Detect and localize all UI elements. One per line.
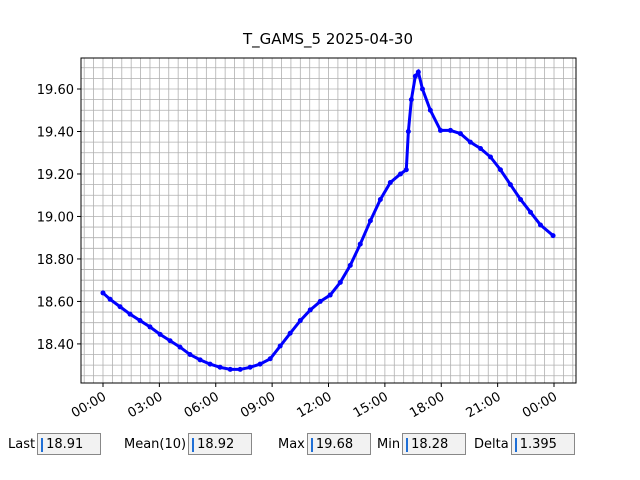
data-point: [207, 361, 213, 367]
data-point: [337, 279, 343, 285]
chart: T_GAMS_5 2025-04-30 00:00 03:00 06:00 09:00…: [37, 30, 577, 421]
data-point: [117, 304, 123, 310]
data-point: [257, 361, 263, 367]
data-point: [387, 179, 393, 185]
data-point: [478, 145, 484, 151]
data-point: [217, 364, 223, 370]
data-point: [127, 311, 133, 317]
data-point: [412, 73, 418, 79]
y-tick-label: 18.60: [37, 295, 74, 310]
data-point: [237, 366, 243, 372]
x-tick-label: 00:00: [520, 389, 560, 421]
data-point: [550, 233, 556, 239]
data-point: [137, 318, 143, 324]
y-tick-label: 19.60: [37, 83, 74, 98]
x-tick-label: 03:00: [125, 389, 165, 421]
x-tick-label: 21:00: [464, 389, 504, 421]
status-label: Last: [8, 436, 36, 452]
data-point: [157, 331, 163, 337]
data-point: [367, 218, 373, 224]
y-tick-label: 19.20: [37, 168, 74, 183]
status-value: 18.91: [37, 433, 102, 455]
data-point: [297, 318, 303, 324]
status-min: Min 18.28: [377, 432, 467, 456]
y-tick-label: 19.00: [37, 210, 74, 225]
y-tick-label: 19.40: [37, 125, 74, 140]
x-tick-label: 18:00: [407, 389, 447, 421]
status-bar: Last 18.91 Mean(10) 18.92 Max 19.68 Min 18.2…: [0, 432, 640, 458]
data-point: [267, 356, 273, 362]
data-point: [467, 139, 473, 145]
data-point: [438, 127, 444, 133]
data-point: [357, 241, 363, 247]
data-point: [167, 338, 173, 344]
data-point: [528, 209, 534, 215]
status-mean: Mean(10) 18.92: [124, 432, 253, 456]
data-point: [107, 296, 113, 302]
status-label: Delta: [474, 436, 509, 452]
data-point: [537, 222, 543, 228]
status-value: 18.28: [402, 433, 467, 455]
status-delta: Delta 1.395: [474, 432, 575, 456]
data-point: [247, 364, 253, 370]
x-tick-label: 06:00: [182, 389, 222, 421]
x-tick-label: 00:00: [69, 389, 109, 421]
data-line: [101, 68, 555, 371]
data-point: [177, 344, 183, 350]
data-point: [518, 196, 524, 202]
data-point: [347, 262, 353, 268]
x-tick-label: 09:00: [238, 389, 278, 421]
data-point: [408, 97, 414, 103]
data-point: [197, 357, 203, 363]
status-last: Last 18.91: [8, 432, 102, 456]
status-label: Mean(10): [124, 436, 187, 452]
data-point: [287, 330, 293, 336]
data-point: [487, 154, 493, 160]
data-point: [447, 127, 453, 133]
y-tick-label: 18.40: [37, 338, 74, 353]
data-point: [377, 196, 383, 202]
data-point: [403, 167, 409, 173]
plot-frame: [80, 57, 577, 384]
data-point: [307, 307, 313, 313]
data-point: [405, 128, 411, 134]
data-point: [397, 171, 403, 177]
chart-title: T_GAMS_5 2025-04-30: [242, 30, 413, 49]
data-point: [497, 167, 503, 173]
data-point: [427, 107, 433, 113]
status-label: Max: [278, 436, 305, 452]
x-tick-label: 12:00: [295, 389, 335, 421]
data-point: [277, 343, 283, 349]
status-value: 1.395: [510, 433, 575, 455]
data-point: [457, 131, 463, 137]
data-point: [327, 292, 333, 298]
data-point: [227, 366, 233, 372]
status-max: Max 19.68: [278, 432, 371, 456]
data-point: [147, 324, 153, 330]
data-point: [100, 290, 106, 296]
status-value: 18.92: [188, 433, 253, 455]
x-tick-label: 15:00: [351, 389, 391, 421]
status-label: Min: [377, 436, 401, 452]
data-point: [317, 298, 323, 304]
data-point: [415, 69, 421, 75]
status-value: 19.68: [306, 433, 371, 455]
data-point: [419, 86, 425, 92]
data-point: [507, 182, 513, 188]
data-point: [187, 352, 193, 358]
y-tick-label: 18.80: [37, 253, 74, 268]
